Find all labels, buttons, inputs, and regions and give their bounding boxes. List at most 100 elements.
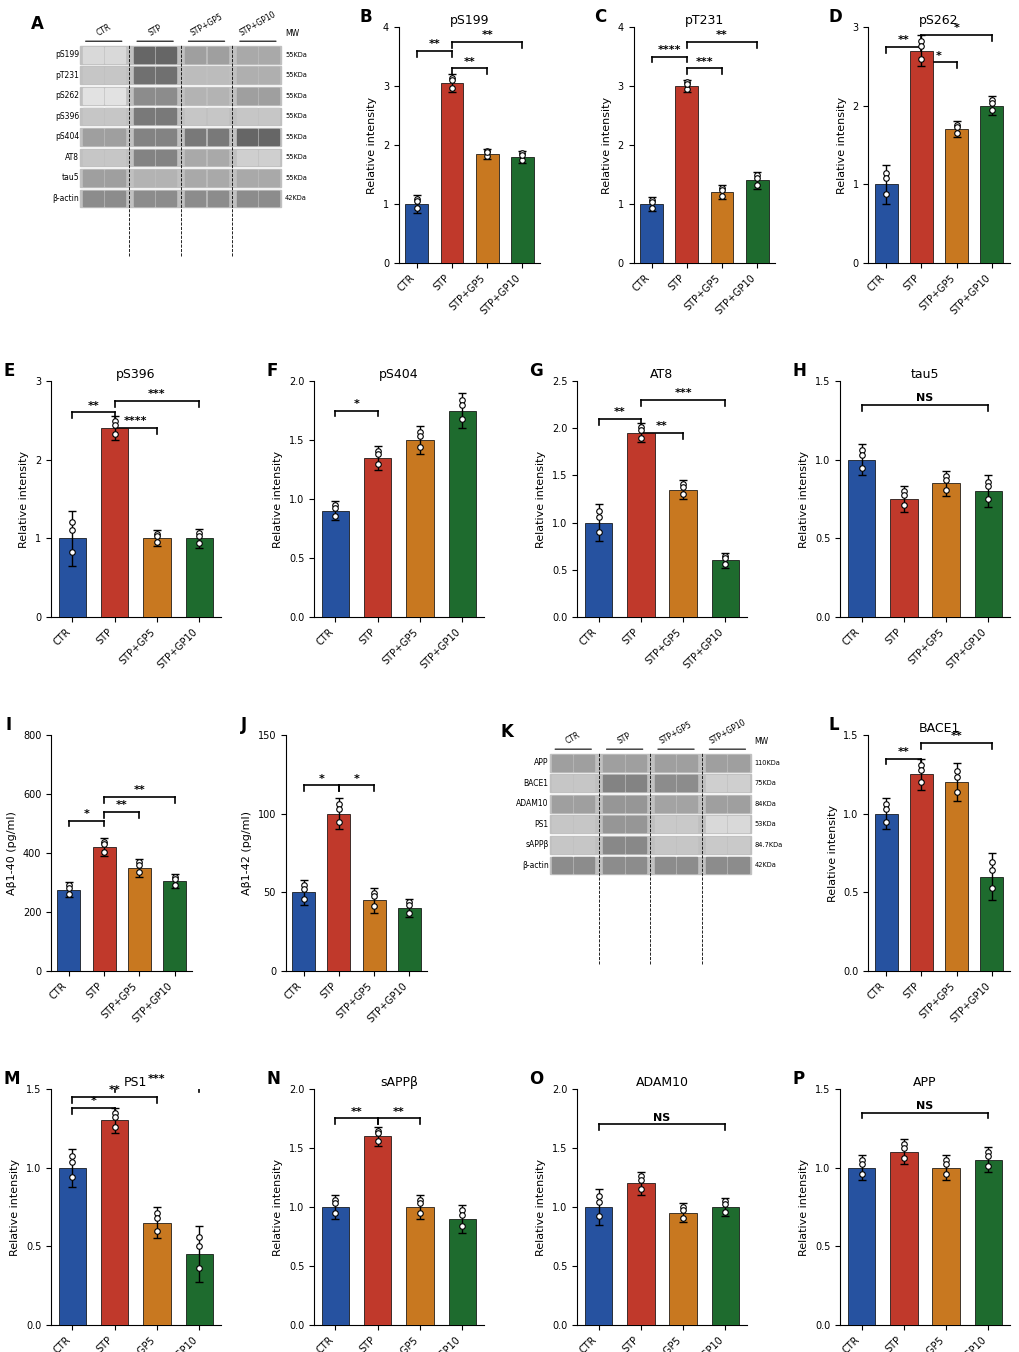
FancyBboxPatch shape — [81, 149, 281, 166]
Text: C: C — [593, 8, 605, 26]
FancyBboxPatch shape — [574, 796, 594, 811]
Text: APP: APP — [534, 758, 548, 767]
FancyBboxPatch shape — [83, 150, 103, 165]
FancyBboxPatch shape — [105, 68, 124, 84]
FancyBboxPatch shape — [603, 775, 623, 791]
Text: K: K — [499, 723, 513, 741]
FancyBboxPatch shape — [625, 857, 645, 873]
FancyBboxPatch shape — [185, 191, 205, 207]
FancyBboxPatch shape — [105, 128, 124, 145]
Text: 42KDa: 42KDa — [754, 863, 775, 868]
FancyBboxPatch shape — [654, 817, 675, 833]
Y-axis label: Aβ1-42 (pg/ml): Aβ1-42 (pg/ml) — [242, 811, 252, 895]
FancyBboxPatch shape — [705, 796, 726, 811]
Text: NS: NS — [652, 1113, 669, 1122]
Bar — [363, 900, 385, 971]
Bar — [710, 192, 733, 264]
FancyBboxPatch shape — [105, 150, 124, 165]
Bar — [979, 876, 1003, 971]
FancyBboxPatch shape — [259, 170, 279, 185]
Bar — [627, 433, 654, 617]
Text: **: ** — [715, 30, 728, 41]
Text: 55KDa: 55KDa — [285, 72, 307, 78]
FancyBboxPatch shape — [207, 170, 227, 185]
Text: **: ** — [351, 1107, 362, 1117]
FancyBboxPatch shape — [574, 837, 594, 853]
Bar — [711, 560, 739, 617]
FancyBboxPatch shape — [551, 817, 572, 833]
Bar — [327, 814, 350, 971]
Title: pS396: pS396 — [116, 368, 156, 381]
FancyBboxPatch shape — [259, 68, 279, 84]
Y-axis label: Relative intensity: Relative intensity — [536, 1159, 546, 1256]
Text: tau5: tau5 — [61, 173, 78, 183]
Text: MW: MW — [754, 737, 768, 745]
FancyBboxPatch shape — [654, 754, 675, 771]
Bar — [143, 1222, 170, 1325]
FancyBboxPatch shape — [236, 150, 257, 165]
FancyBboxPatch shape — [705, 837, 726, 853]
Bar — [979, 105, 1003, 264]
Text: **: ** — [428, 39, 440, 49]
FancyBboxPatch shape — [677, 837, 697, 853]
FancyBboxPatch shape — [207, 128, 227, 145]
Text: N: N — [266, 1069, 280, 1088]
Bar — [101, 429, 128, 617]
Y-axis label: Relative intensity: Relative intensity — [601, 96, 611, 193]
Bar — [974, 1160, 1001, 1325]
Text: BACE1: BACE1 — [523, 779, 548, 788]
Y-axis label: Relative intensity: Relative intensity — [799, 1159, 809, 1256]
Bar — [890, 499, 917, 617]
FancyBboxPatch shape — [81, 66, 281, 84]
Y-axis label: Aβ1-40 (pg/ml): Aβ1-40 (pg/ml) — [7, 811, 17, 895]
Text: β-actin: β-actin — [522, 861, 548, 869]
FancyBboxPatch shape — [551, 857, 572, 873]
Bar — [909, 775, 932, 971]
FancyBboxPatch shape — [259, 128, 279, 145]
FancyBboxPatch shape — [551, 796, 572, 811]
FancyBboxPatch shape — [654, 796, 675, 811]
Text: **: ** — [897, 35, 909, 45]
Text: **: ** — [613, 407, 625, 416]
Text: *: * — [91, 1096, 97, 1106]
Bar — [127, 868, 151, 971]
Title: AT8: AT8 — [650, 368, 673, 381]
Text: pS396: pS396 — [55, 112, 78, 120]
Title: pS199: pS199 — [449, 14, 489, 27]
FancyBboxPatch shape — [705, 857, 726, 873]
FancyBboxPatch shape — [185, 47, 205, 62]
Bar — [475, 154, 498, 264]
Text: A: A — [31, 15, 44, 34]
Text: **: ** — [655, 422, 667, 431]
Title: ADAM10: ADAM10 — [635, 1076, 688, 1088]
Bar — [909, 50, 932, 264]
Text: M: M — [3, 1069, 20, 1088]
FancyBboxPatch shape — [677, 754, 697, 771]
FancyBboxPatch shape — [705, 754, 726, 771]
Text: 55KDa: 55KDa — [285, 93, 307, 99]
FancyBboxPatch shape — [259, 150, 279, 165]
Bar — [406, 1207, 433, 1325]
Text: PS1: PS1 — [534, 819, 548, 829]
Text: L: L — [828, 717, 839, 734]
Text: ***: *** — [148, 389, 166, 399]
Title: tau5: tau5 — [910, 368, 938, 381]
FancyBboxPatch shape — [133, 47, 154, 62]
FancyBboxPatch shape — [728, 817, 748, 833]
FancyBboxPatch shape — [133, 88, 154, 104]
Text: STP: STP — [615, 731, 633, 745]
Text: 53KDa: 53KDa — [754, 821, 775, 827]
Y-axis label: Relative intensity: Relative intensity — [799, 450, 809, 548]
FancyBboxPatch shape — [236, 170, 257, 185]
FancyBboxPatch shape — [236, 47, 257, 62]
Text: *: * — [84, 808, 90, 819]
Y-axis label: Relative intensity: Relative intensity — [19, 450, 30, 548]
Y-axis label: Relative intensity: Relative intensity — [10, 1159, 20, 1256]
Y-axis label: Relative intensity: Relative intensity — [827, 804, 837, 902]
Text: 55KDa: 55KDa — [285, 51, 307, 58]
FancyBboxPatch shape — [81, 46, 281, 64]
Bar — [448, 1218, 476, 1325]
FancyBboxPatch shape — [133, 150, 154, 165]
Text: *: * — [318, 773, 324, 784]
Bar — [321, 1207, 348, 1325]
